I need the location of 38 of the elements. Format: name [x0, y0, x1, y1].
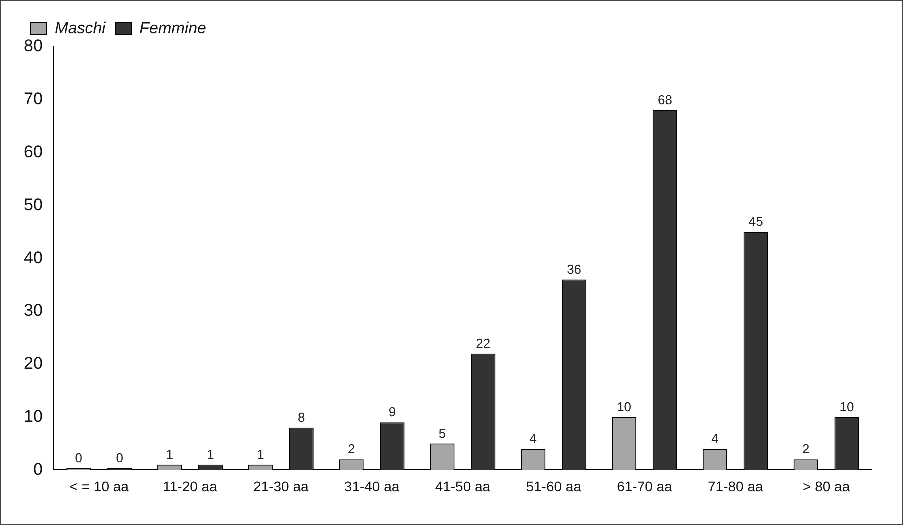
data-label: 0: [116, 450, 124, 466]
data-label: 0: [75, 450, 83, 466]
legend-label: Femmine: [140, 20, 206, 38]
data-label: 5: [438, 426, 446, 441]
y-tick-label: 30: [24, 301, 43, 320]
data-label: 4: [530, 431, 538, 446]
data-label: 4: [712, 431, 719, 446]
legend-label: Maschi: [55, 20, 106, 38]
data-label: 1: [257, 446, 264, 462]
x-tick-label: 21-30 aa: [254, 478, 309, 494]
y-tick-label: 40: [24, 248, 43, 268]
data-label: 36: [567, 262, 582, 277]
x-tick-label: 71-80 aa: [708, 478, 764, 494]
data-label: 68: [658, 92, 672, 108]
x-tick-label: 51-60 aa: [526, 478, 582, 494]
y-tick-label: 60: [24, 142, 43, 162]
data-label: 10: [840, 399, 854, 414]
data-label: 1: [207, 446, 214, 462]
x-tick-label: < = 10 aa: [70, 478, 130, 494]
data-label: 2: [348, 442, 356, 457]
data-label: 1: [166, 446, 174, 462]
y-tick-label: 0: [33, 460, 43, 479]
data-label: 2: [802, 442, 810, 457]
x-tick-label: 31-40 aa: [344, 478, 400, 494]
y-tick-label: 10: [24, 406, 43, 426]
x-tick-label: 61-70 aa: [617, 478, 673, 494]
y-tick-label: 20: [24, 354, 43, 374]
data-label: 10: [617, 399, 632, 414]
x-tick-label: 11-20 aa: [163, 478, 218, 494]
data-label: 22: [476, 336, 491, 351]
data-label: 45: [748, 214, 764, 230]
y-tick-label: 50: [24, 195, 43, 214]
data-label: 8: [298, 410, 306, 425]
x-tick-label: > 80 aa: [802, 478, 850, 494]
data-label: 9: [388, 404, 396, 420]
x-tick-label: 41-50 aa: [435, 478, 491, 494]
y-tick-label: 80: [24, 36, 43, 56]
y-tick-label: 70: [24, 90, 43, 109]
